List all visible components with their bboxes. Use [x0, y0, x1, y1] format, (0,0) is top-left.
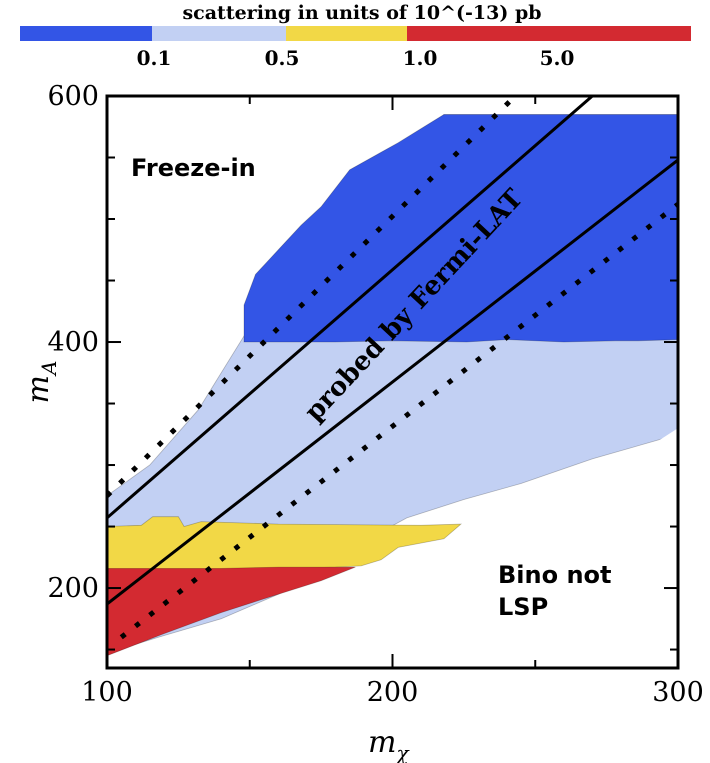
- y-axis-label: mA: [21, 361, 61, 404]
- y-tick-label: 600: [47, 81, 99, 112]
- colorbar-segment-2: [286, 26, 407, 41]
- bino-not-lsp-region: [107, 428, 678, 668]
- colorbar: [20, 26, 691, 41]
- bino-not-lsp-label-line1: Bino not: [498, 561, 612, 589]
- colorbar-label-3: 5.0: [540, 46, 575, 70]
- colorbar-label-0: 0.1: [137, 46, 172, 70]
- red-region: [107, 566, 356, 657]
- freeze-in-label: Freeze-in: [131, 154, 256, 182]
- ticks-layer: 100 200 300 200 400 600: [47, 81, 703, 708]
- y-tick-label: 200: [47, 573, 99, 604]
- x-tick-label: 300: [652, 677, 704, 708]
- upper-solid-line: [107, 96, 594, 520]
- colorbar-segment-0: [20, 26, 152, 41]
- colorbar-segment-3: [407, 26, 691, 41]
- svg-text:mχ: mχ: [368, 725, 410, 763]
- dark-blue-region: [243, 114, 678, 343]
- colorbar-segment-1: [152, 26, 286, 41]
- colorbar-labels: 0.1 0.5 1.0 5.0: [137, 46, 575, 70]
- bino-not-lsp-label-line2: LSP: [498, 593, 548, 621]
- lower-solid-line: [107, 158, 678, 606]
- x-tick-label: 100: [81, 677, 133, 708]
- x-axis-label: mχ: [368, 725, 410, 763]
- lines-layer: [107, 96, 678, 640]
- y-tick-label: 400: [47, 327, 99, 358]
- svg-text:mA: mA: [21, 361, 61, 404]
- colorbar-title: scattering in units of 10^(-13) pb: [182, 2, 541, 24]
- colorbar-label-1: 0.5: [265, 46, 300, 70]
- x-tick-label: 200: [367, 677, 419, 708]
- colorbar-label-2: 1.0: [403, 46, 438, 70]
